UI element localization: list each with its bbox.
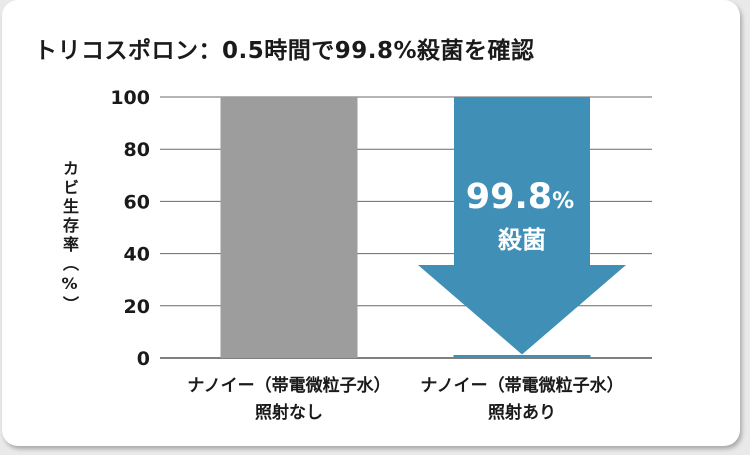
y-tick-label: 40 <box>124 244 150 266</box>
x-tick-label: ナノイー（帯電微粒子水） <box>187 375 390 396</box>
chart-title: トリコスポロン：0.5時間で99.8%殺菌を確認 <box>34 38 535 64</box>
reduction-label: 殺菌 <box>498 226 546 254</box>
x-tick-label: 照射なし <box>255 402 323 423</box>
reduction-unit: % <box>552 189 574 214</box>
reduction-value: 99.8% <box>466 177 574 217</box>
reduction-number: 99.8 <box>466 177 552 217</box>
reduction-arrow <box>418 97 626 355</box>
y-tick-label: 0 <box>137 348 150 370</box>
bar <box>453 355 591 358</box>
x-tick-label: ナノイー（帯電微粒子水） <box>420 375 623 396</box>
y-tick-label: 20 <box>124 296 150 318</box>
chart-card <box>2 0 740 446</box>
y-tick-label: 100 <box>110 87 150 109</box>
x-tick-label: 照射あり <box>488 402 556 423</box>
y-tick-label: 60 <box>124 191 150 213</box>
y-tick-label: 80 <box>124 139 150 161</box>
bar <box>220 97 358 358</box>
y-axis-label: カビ生存率（%） <box>60 160 79 315</box>
